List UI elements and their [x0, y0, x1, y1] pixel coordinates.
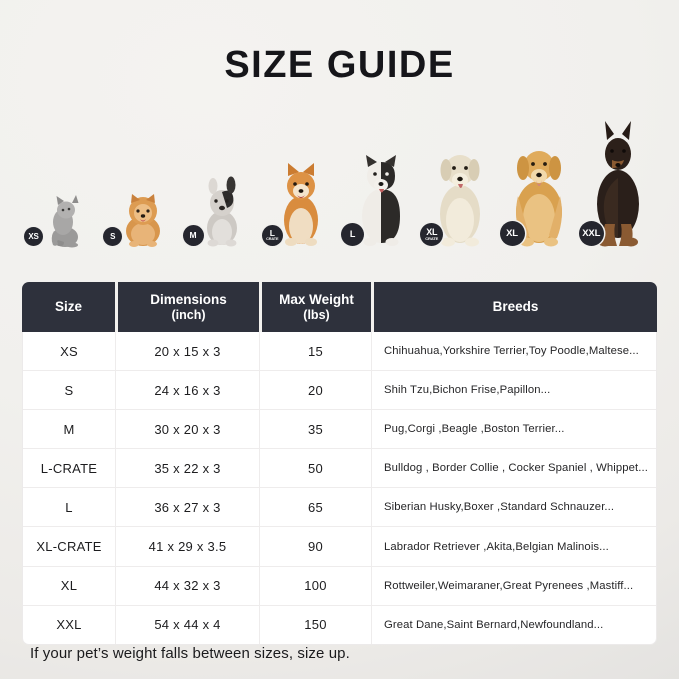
page-title: SIZE GUIDE	[224, 44, 455, 86]
animal-m: M	[182, 116, 262, 248]
size-badge-l-crate: L CRATE	[261, 225, 283, 246]
table-row: M 30 x 20 x 3 35 Pug,Corgi ,Beagle ,Bost…	[23, 410, 656, 450]
column-header-dimensions: Dimensions (inch)	[118, 282, 259, 332]
cell-dimensions: 30 x 20 x 3	[116, 410, 260, 449]
animal-xl: XL	[499, 116, 579, 248]
cell-breeds: Rottweiler,Weimaraner,Great Pyrenees ,Ma…	[384, 579, 634, 592]
cell-breeds: Bulldog , Border Collie , Cocker Spaniel…	[384, 462, 648, 475]
table-body: XS 20 x 15 x 3 15 Chihuahua,Yorkshire Te…	[22, 332, 657, 645]
animal-xs: XS	[24, 116, 103, 248]
cell-breeds: Great Dane,Saint Bernard,Newfoundland...	[384, 618, 604, 631]
sitting-labrador-retriever-image	[439, 155, 480, 247]
cell-size: XL-CRATE	[23, 527, 116, 566]
size-badge-m: M	[182, 225, 204, 246]
cell-size: XS	[23, 332, 116, 371]
size-badge-xl-crate: XL CRATE	[420, 223, 444, 246]
cell-max-weight: 50	[260, 449, 372, 488]
animal-size-row: XS S	[24, 116, 658, 248]
animal-xl-crate: XL CRATE	[420, 116, 499, 248]
cell-max-weight: 100	[260, 566, 372, 605]
cell-dimensions: 41 x 29 x 3.5	[116, 527, 260, 566]
cell-dimensions: 24 x 16 x 3	[116, 371, 260, 410]
cell-dimensions: 35 x 22 x 3	[116, 449, 260, 488]
cell-max-weight: 15	[260, 332, 372, 371]
animal-xxl: XXL	[578, 116, 658, 248]
cell-breeds: Labrador Retriever ,Akita,Belgian Malino…	[384, 540, 609, 553]
cell-size: M	[23, 410, 116, 449]
table-row: XL 44 x 32 x 3 100 Rottweiler,Weimaraner…	[23, 566, 656, 606]
column-header-max-weight: Max Weight (lbs)	[262, 282, 371, 332]
cell-breeds: Siberian Husky,Boxer ,Standard Schnauzer…	[384, 501, 615, 514]
cell-breeds: Chihuahua,Yorkshire Terrier,Toy Poodle,M…	[384, 345, 639, 358]
cell-breeds: Pug,Corgi ,Beagle ,Boston Terrier...	[384, 423, 565, 436]
sitting-border-collie-image	[361, 155, 400, 246]
size-badge-xxl: XXL	[578, 221, 604, 246]
cell-max-weight: 90	[260, 527, 372, 566]
cell-size: XL	[23, 566, 116, 605]
cell-max-weight: 20	[260, 371, 372, 410]
table-row: L 36 x 27 x 3 65 Siberian Husky,Boxer ,S…	[23, 488, 656, 528]
size-table: Size Dimensions (inch) Max Weight (lbs) …	[22, 282, 657, 645]
sitting-doberman-image	[597, 121, 640, 247]
sitting-pomeranian-image	[125, 194, 160, 247]
table-row: XS 20 x 15 x 3 15 Chihuahua,Yorkshire Te…	[23, 332, 656, 372]
cell-max-weight: 35	[260, 410, 372, 449]
cell-dimensions: 36 x 27 x 3	[116, 488, 260, 527]
animal-s: S	[103, 116, 182, 248]
cell-dimensions: 20 x 15 x 3	[116, 332, 260, 371]
sitting-golden-retriever-image	[516, 151, 563, 247]
table-header-row: Size Dimensions (inch) Max Weight (lbs) …	[22, 282, 657, 332]
column-header-breeds: Breeds	[374, 282, 657, 332]
cell-max-weight: 65	[260, 488, 372, 527]
size-badge-xs: XS	[24, 227, 43, 246]
sitting-grey-cat-image	[51, 195, 79, 248]
animal-l: L	[341, 116, 420, 248]
cell-size: XXL	[23, 605, 116, 644]
cell-max-weight: 150	[260, 605, 372, 644]
animal-l-crate: L CRATE	[261, 116, 341, 248]
table-row: XXL 54 x 44 x 4 150 Great Dane,Saint Ber…	[23, 605, 656, 644]
cell-size: L-CRATE	[23, 449, 116, 488]
sitting-french-bulldog-image	[207, 176, 238, 247]
table-row: L-CRATE 35 x 22 x 3 50 Bulldog , Border …	[23, 449, 656, 489]
column-header-size: Size	[22, 282, 115, 332]
cell-dimensions: 54 x 44 x 4	[116, 605, 260, 644]
size-badge-xl: XL	[499, 221, 525, 246]
cell-breeds: Shih Tzu,Bichon Frise,Papillon...	[384, 384, 551, 397]
sitting-shiba-inu-image	[284, 163, 319, 246]
footer-note: If your pet’s weight falls between sizes…	[30, 645, 350, 662]
cell-size: L	[23, 488, 116, 527]
size-badge-s: S	[103, 227, 123, 246]
cell-dimensions: 44 x 32 x 3	[116, 566, 260, 605]
size-badge-l: L	[341, 223, 364, 246]
cell-size: S	[23, 371, 116, 410]
table-row: XL-CRATE 41 x 29 x 3.5 90 Labrador Retri…	[23, 527, 656, 567]
table-row: S 24 x 16 x 3 20 Shih Tzu,Bichon Frise,P…	[23, 371, 656, 411]
